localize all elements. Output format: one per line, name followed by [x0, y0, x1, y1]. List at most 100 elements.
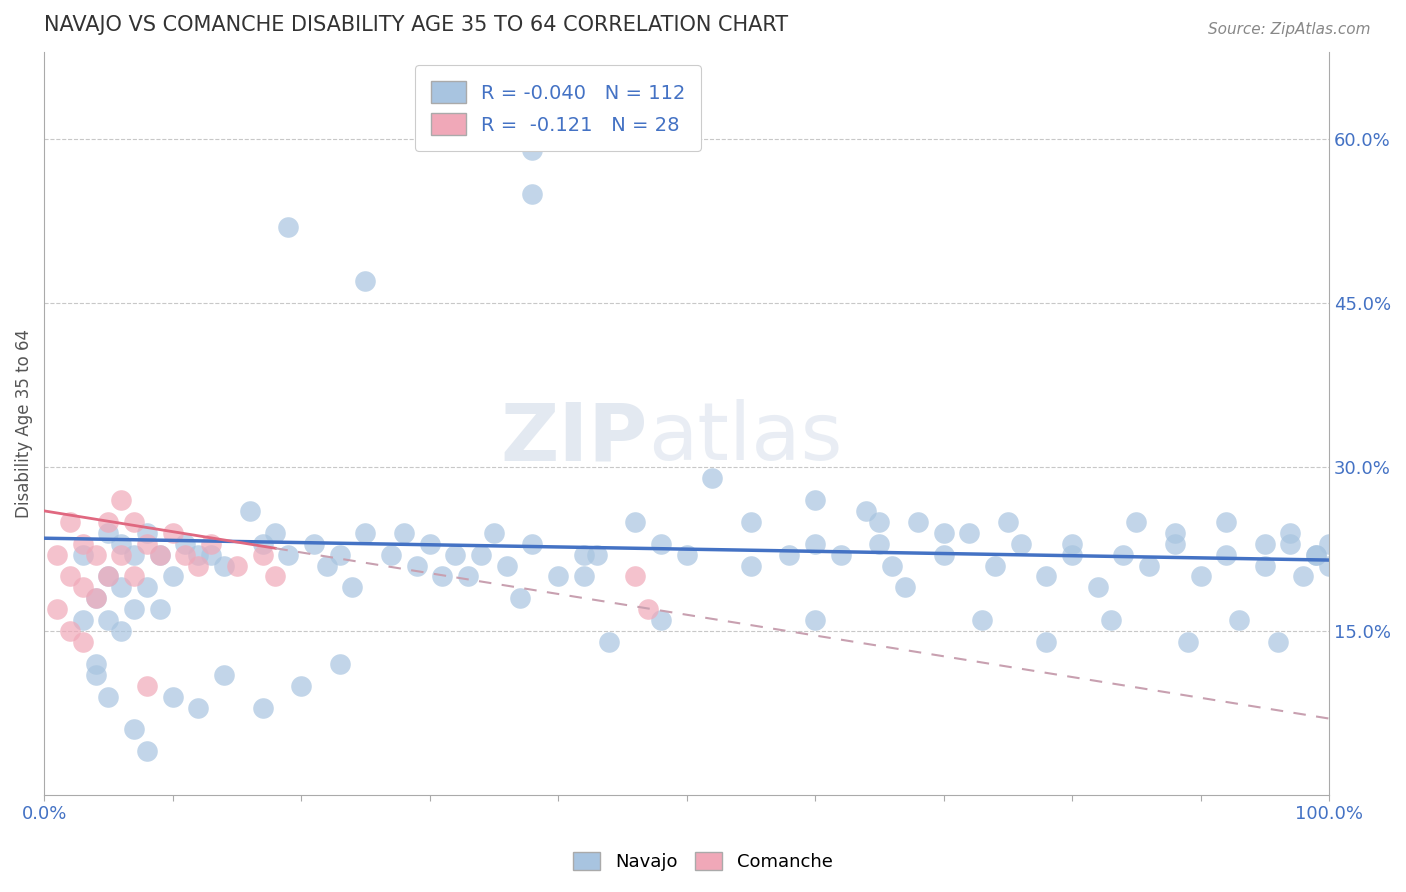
Point	[97, 525, 120, 540]
Point	[174, 537, 197, 551]
Text: ZIP: ZIP	[501, 400, 648, 477]
Point	[740, 515, 762, 529]
Point	[1137, 558, 1160, 573]
Point	[522, 186, 544, 201]
Legend: Navajo, Comanche: Navajo, Comanche	[567, 845, 839, 879]
Point	[598, 635, 620, 649]
Point	[84, 657, 107, 671]
Point	[135, 525, 157, 540]
Point	[110, 548, 132, 562]
Point	[702, 471, 724, 485]
Point	[84, 668, 107, 682]
Point	[329, 548, 352, 562]
Point	[509, 591, 531, 606]
Point	[72, 548, 94, 562]
Point	[1035, 635, 1057, 649]
Point	[1279, 525, 1302, 540]
Point	[46, 602, 69, 616]
Point	[122, 548, 145, 562]
Point	[932, 525, 955, 540]
Point	[97, 613, 120, 627]
Point	[380, 548, 402, 562]
Point	[482, 525, 505, 540]
Point	[1227, 613, 1250, 627]
Point	[419, 537, 441, 551]
Point	[97, 515, 120, 529]
Point	[778, 548, 800, 562]
Point	[290, 679, 312, 693]
Point	[637, 602, 659, 616]
Point	[1177, 635, 1199, 649]
Point	[547, 569, 569, 583]
Point	[212, 668, 235, 682]
Point	[984, 558, 1007, 573]
Point	[72, 581, 94, 595]
Point	[72, 537, 94, 551]
Point	[46, 548, 69, 562]
Point	[264, 525, 287, 540]
Point	[110, 581, 132, 595]
Point	[59, 624, 82, 639]
Point	[315, 558, 337, 573]
Point	[970, 613, 993, 627]
Point	[1035, 569, 1057, 583]
Point	[1125, 515, 1147, 529]
Point	[149, 602, 172, 616]
Point	[329, 657, 352, 671]
Point	[149, 548, 172, 562]
Point	[1254, 558, 1277, 573]
Point	[1305, 548, 1327, 562]
Point	[572, 548, 595, 562]
Point	[907, 515, 929, 529]
Point	[470, 548, 492, 562]
Point	[522, 537, 544, 551]
Point	[1267, 635, 1289, 649]
Point	[277, 548, 299, 562]
Point	[212, 558, 235, 573]
Point	[740, 558, 762, 573]
Point	[624, 569, 647, 583]
Point	[572, 569, 595, 583]
Point	[135, 537, 157, 551]
Point	[97, 690, 120, 704]
Point	[354, 274, 377, 288]
Point	[1317, 537, 1340, 551]
Point	[804, 613, 827, 627]
Point	[110, 537, 132, 551]
Point	[122, 602, 145, 616]
Point	[122, 723, 145, 737]
Point	[675, 548, 697, 562]
Point	[1010, 537, 1032, 551]
Point	[1099, 613, 1122, 627]
Point	[1279, 537, 1302, 551]
Point	[457, 569, 479, 583]
Point	[495, 558, 517, 573]
Point	[252, 537, 274, 551]
Point	[135, 679, 157, 693]
Point	[72, 613, 94, 627]
Point	[1305, 548, 1327, 562]
Point	[97, 569, 120, 583]
Point	[72, 635, 94, 649]
Point	[392, 525, 415, 540]
Point	[624, 515, 647, 529]
Point	[252, 700, 274, 714]
Point	[405, 558, 427, 573]
Point	[957, 525, 980, 540]
Point	[59, 569, 82, 583]
Point	[932, 548, 955, 562]
Point	[135, 744, 157, 758]
Point	[830, 548, 852, 562]
Legend: R = -0.040   N = 112, R =  -0.121   N = 28: R = -0.040 N = 112, R = -0.121 N = 28	[415, 65, 702, 151]
Point	[354, 525, 377, 540]
Point	[342, 581, 364, 595]
Point	[187, 548, 209, 562]
Point	[84, 591, 107, 606]
Point	[650, 613, 672, 627]
Point	[1112, 548, 1135, 562]
Point	[894, 581, 917, 595]
Point	[1060, 537, 1083, 551]
Point	[1215, 515, 1237, 529]
Point	[162, 525, 184, 540]
Point	[162, 690, 184, 704]
